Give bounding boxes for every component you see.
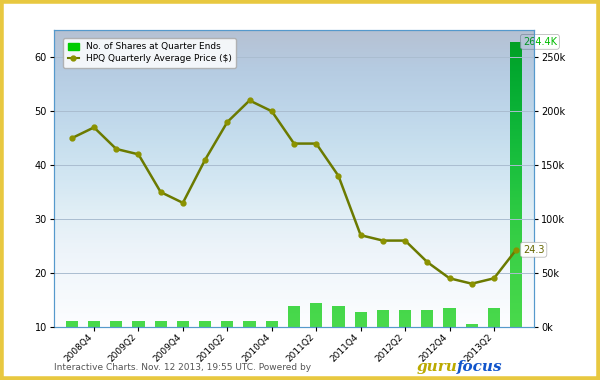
Text: 24.3: 24.3 (523, 245, 544, 255)
Text: 264.4K: 264.4K (523, 37, 557, 47)
Bar (221, 321, 233, 327)
Bar (421, 310, 433, 327)
Bar (488, 309, 500, 327)
Bar (466, 323, 478, 327)
Bar (510, 42, 523, 327)
Bar (88, 321, 100, 327)
Bar (155, 321, 167, 327)
Bar (110, 321, 122, 327)
Bar (177, 321, 189, 327)
Bar (65, 321, 78, 327)
Bar (133, 321, 145, 327)
Bar (199, 321, 211, 327)
Legend: No. of Shares at Quarter Ends, HPQ Quarterly Average Price ($): No. of Shares at Quarter Ends, HPQ Quart… (64, 38, 236, 68)
Text: Interactive Charts. Nov. 12 2013, 19:55 UTC. Powered by: Interactive Charts. Nov. 12 2013, 19:55 … (54, 363, 311, 372)
Bar (332, 306, 344, 327)
Text: guru: guru (417, 360, 458, 374)
Text: focus: focus (457, 360, 503, 374)
Bar (399, 310, 411, 327)
Bar (266, 321, 278, 327)
Bar (244, 321, 256, 327)
Bar (377, 310, 389, 327)
Bar (310, 303, 322, 327)
Bar (288, 306, 300, 327)
Bar (443, 309, 455, 327)
Bar (355, 312, 367, 327)
